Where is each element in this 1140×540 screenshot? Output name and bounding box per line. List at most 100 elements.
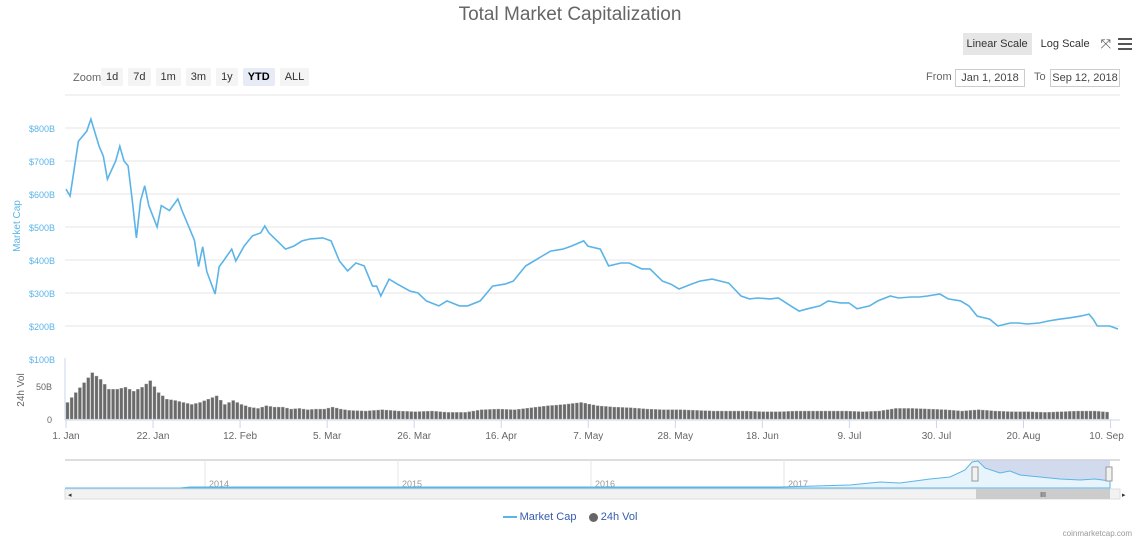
expand-arrows-icon[interactable]: ⤧ xyxy=(1100,36,1111,51)
volume-bar xyxy=(388,410,393,420)
volume-bar xyxy=(633,407,637,420)
volume-bar xyxy=(815,410,819,420)
volume-bar xyxy=(658,409,662,420)
volume-bar xyxy=(459,412,463,420)
volume-bar xyxy=(306,409,310,420)
volume-bar xyxy=(898,408,902,420)
volume-bar xyxy=(351,410,355,420)
volume-bar xyxy=(359,410,364,420)
volume-bar xyxy=(579,402,583,420)
navigator-right-handle[interactable] xyxy=(1105,466,1113,482)
volume-bar xyxy=(989,410,993,420)
zoom-button-1m[interactable]: 1m xyxy=(155,68,181,86)
volume-bar xyxy=(1030,411,1035,420)
volume-bar xyxy=(123,387,128,420)
volume-bar xyxy=(902,408,906,420)
zoom-button-ytd[interactable]: YTD xyxy=(242,68,275,86)
volume-bar xyxy=(475,410,480,420)
volume-bar xyxy=(786,411,790,420)
volume-bar xyxy=(1097,411,1101,420)
scroll-left-arrow-icon[interactable]: ◂ xyxy=(68,492,72,499)
volume-bar xyxy=(1047,412,1051,420)
volume-bar xyxy=(745,410,749,420)
volume-bar xyxy=(94,375,99,420)
volume-bar xyxy=(434,411,438,420)
volume-bar xyxy=(997,411,1002,420)
credit-link[interactable]: coinmarketcap.com xyxy=(1062,529,1132,538)
volume-bar xyxy=(318,408,322,420)
zoom-button-1y[interactable]: 1y xyxy=(216,68,238,86)
volume-bar xyxy=(550,405,554,420)
volume-bar xyxy=(86,377,90,420)
volume-bar xyxy=(479,409,484,420)
scrollbar-track[interactable] xyxy=(64,488,1121,500)
to-date-input[interactable]: Sep 12, 2018 xyxy=(1050,69,1120,87)
volume-bar xyxy=(993,410,997,420)
volume-bar xyxy=(649,409,654,420)
from-date-input[interactable]: Jan 1, 2018 xyxy=(955,69,1025,87)
volume-bar xyxy=(923,408,927,420)
volume-bar xyxy=(347,410,351,420)
volume-bar xyxy=(591,404,596,420)
y-tick-label: $300B xyxy=(29,289,55,299)
log-scale-button[interactable]: Log Scale xyxy=(1040,38,1090,50)
vol-axis-title: 24h Vol xyxy=(16,373,27,406)
volume-bar xyxy=(1055,411,1060,420)
volume-bar xyxy=(571,403,575,420)
volume-bar xyxy=(910,408,915,420)
volume-bar xyxy=(219,399,223,420)
x-tick-label: 30. Jul xyxy=(922,431,951,442)
volume-bar xyxy=(380,409,384,420)
volume-bar xyxy=(612,406,616,420)
x-tick-label: 20. Aug xyxy=(1007,431,1041,442)
volume-bar xyxy=(749,411,753,420)
legend-item-24h-vol[interactable]: 24h Vol xyxy=(588,511,638,523)
volume-bar xyxy=(372,410,376,420)
volume-bar xyxy=(732,410,737,420)
volume-bar xyxy=(210,397,215,420)
volume-bar xyxy=(513,409,517,420)
zoom-button-all[interactable]: ALL xyxy=(279,68,310,86)
zoom-button-7d[interactable]: 7d xyxy=(128,68,151,86)
volume-bar xyxy=(463,412,467,420)
volume-bar xyxy=(206,399,211,420)
scrollbar-grip-icon[interactable]: III xyxy=(1040,492,1046,499)
scroll-right-arrow-icon[interactable]: ▸ xyxy=(1122,492,1126,499)
volume-bar xyxy=(504,409,509,420)
volume-bar xyxy=(583,403,587,420)
volume-bar xyxy=(952,410,956,420)
volume-bar xyxy=(525,408,529,420)
navigator-left-handle[interactable] xyxy=(971,466,979,482)
scrollbar-thumb[interactable] xyxy=(976,489,1110,499)
volume-bar xyxy=(935,409,939,420)
linear-scale-button[interactable]: Linear Scale xyxy=(962,33,1032,55)
volume-bar xyxy=(914,408,919,420)
volume-bar xyxy=(956,410,960,420)
y-tick-label: $200B xyxy=(29,322,55,332)
volume-bar xyxy=(426,411,430,420)
volume-bar xyxy=(239,404,244,420)
volume-bar xyxy=(339,408,343,420)
legend-item-market-cap[interactable]: Market Cap xyxy=(502,511,576,523)
zoom-button-3m[interactable]: 3m xyxy=(185,68,212,86)
volume-bar xyxy=(844,410,848,420)
hamburger-menu-icon[interactable] xyxy=(1118,38,1132,50)
volume-bar xyxy=(335,407,339,420)
volume-bar xyxy=(674,409,679,420)
volume-bar xyxy=(976,409,981,420)
volume-bar xyxy=(260,406,264,420)
volume-bar xyxy=(1043,412,1047,420)
volume-bar xyxy=(624,407,629,420)
volume-bar xyxy=(177,401,182,420)
volume-bar xyxy=(906,408,910,420)
legend: Market Cap 24h Vol xyxy=(0,511,1140,523)
navigator-year-label: 2015 xyxy=(402,479,422,489)
volume-bar xyxy=(687,409,691,420)
legend-label: 24h Vol xyxy=(600,511,638,523)
volume-bar xyxy=(438,411,442,420)
volume-bar xyxy=(103,384,107,420)
volume-bar xyxy=(198,402,202,420)
zoom-button-1d[interactable]: 1d xyxy=(101,68,124,86)
volume-bar xyxy=(947,409,952,420)
volume-bar xyxy=(703,410,708,420)
